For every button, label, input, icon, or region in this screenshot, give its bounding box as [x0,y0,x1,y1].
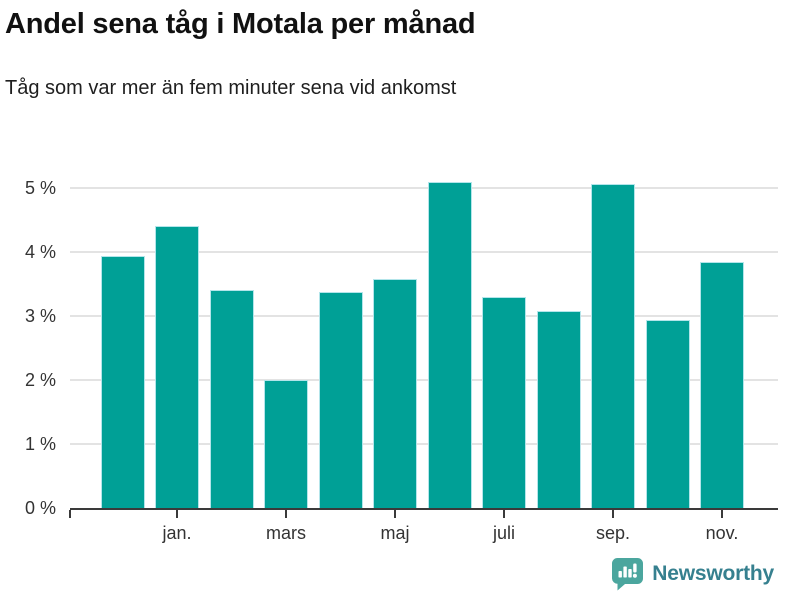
x-axis-tick [612,510,614,518]
gridline-2pct [70,379,778,381]
y-axis-label: 3 % [24,306,56,326]
gridline-5pct [70,187,778,189]
x-axis-label-sep: sep. [595,523,631,543]
bar-apr [318,291,363,508]
chart-subtitle: Tåg som var mer än fem minuter sena vid … [5,77,457,99]
chart-title: Andel sena tåg i Motala per månad [5,8,476,40]
y-axis-label: 2 % [24,370,56,390]
gridline-4pct [70,251,778,253]
bar-feb [209,290,254,508]
bar-nov [700,261,744,508]
x-axis-label-juli: juli [492,523,515,543]
newsworthy-logo-text: Newsworthy [652,562,774,585]
gridline-3pct [70,315,778,317]
x-axis-tick [176,510,178,518]
x-axis-label-mars: mars [266,523,306,543]
y-axis-label: 0 % [24,498,56,518]
x-axis-label-jan: jan. [162,523,192,543]
x-axis-label-maj: maj [380,523,410,543]
plot-area: jan. mars maj juli sep. nov. [69,158,778,543]
x-axis-label-nov: nov. [705,523,739,543]
bar-juni [427,181,472,508]
bar-okt [645,319,690,508]
x-axis-tick [394,510,396,518]
y-axis-label: 1 % [24,434,56,454]
newsworthy-bar-chart-bubble-icon [611,557,644,591]
bar-mars [264,380,308,508]
x-axis-tick [285,510,287,518]
bar-jan [155,226,199,508]
x-axis-tick [503,510,505,518]
x-axis-origin-tick [69,510,71,518]
newsworthy-logo: Newsworthy [611,556,774,592]
bar-juli [482,296,526,508]
gridline-1pct [70,443,778,445]
y-axis-label: 5 % [24,178,56,198]
chart-header: Andel sena tåg i Motala per månad Tåg so… [5,0,795,99]
bar-maj [373,278,417,508]
bar-dec [100,256,145,508]
x-axis-tick [721,510,723,518]
y-axis-label: 4 % [24,242,56,262]
bar-sep [591,184,635,508]
bar-aug [536,310,581,508]
